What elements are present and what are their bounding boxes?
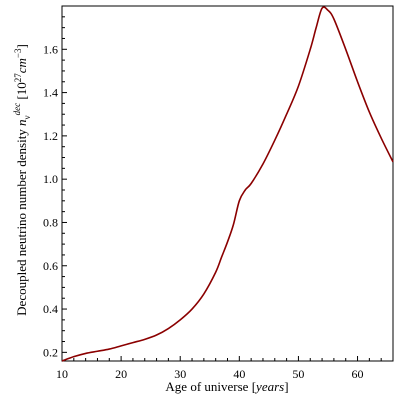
x-axis-unit: years <box>254 379 284 394</box>
y-axis-symbol-sup: dec <box>12 103 22 116</box>
y-tick-label: 0.6 <box>43 259 58 273</box>
series-group <box>61 6 394 362</box>
y-tick-label: 1.2 <box>43 129 58 143</box>
x-tick-group: 10 20 30 40 50 60 <box>56 356 382 381</box>
y-tick-label: 0.4 <box>43 302 58 316</box>
plot-frame-group <box>61 5 394 362</box>
x-axis-unit-close: ] <box>284 379 288 394</box>
x-tick-label: 10 <box>56 367 68 381</box>
x-axis-unit-open: [ <box>252 379 256 394</box>
y-axis-symbol: n <box>14 119 29 126</box>
y-tick-label: 1.0 <box>43 172 58 186</box>
x-tick-label: 40 <box>233 367 245 381</box>
y-axis-unit-cm: cm <box>14 58 29 73</box>
y-axis-unit-open: [ <box>14 95 29 103</box>
x-axis-label-text: Age of universe <box>165 379 248 394</box>
y-axis-symbol-sub: ν <box>22 115 32 119</box>
x-tick-label: 20 <box>115 367 127 381</box>
y-tick-group: 0.2 0.4 0.6 0.8 1.0 1.2 1.4 1.6 <box>43 16 67 359</box>
series-line <box>61 6 394 362</box>
plot-frame <box>61 5 394 362</box>
y-axis-unit-cm-exp: −3 <box>13 48 23 58</box>
x-tick-label: 30 <box>174 367 186 381</box>
x-axis-label: Age of universe [years] <box>165 379 288 394</box>
y-axis-unit-close: ] <box>14 44 29 48</box>
y-tick-label: 0.8 <box>43 215 58 229</box>
y-axis-label: Decoupled neutrino number density nνdec … <box>12 44 32 316</box>
y-axis-unit-exp: 27 <box>13 73 23 83</box>
y-axis-unit-prefix: 10 <box>14 82 29 95</box>
x-tick-label: 60 <box>352 367 364 381</box>
x-tick-label: 50 <box>292 367 304 381</box>
y-tick-label: 1.6 <box>43 42 58 56</box>
y-axis-label-text: Decoupled neutrino number density <box>14 129 29 316</box>
y-tick-label: 1.4 <box>43 86 58 100</box>
y-tick-label: 0.2 <box>43 345 58 359</box>
